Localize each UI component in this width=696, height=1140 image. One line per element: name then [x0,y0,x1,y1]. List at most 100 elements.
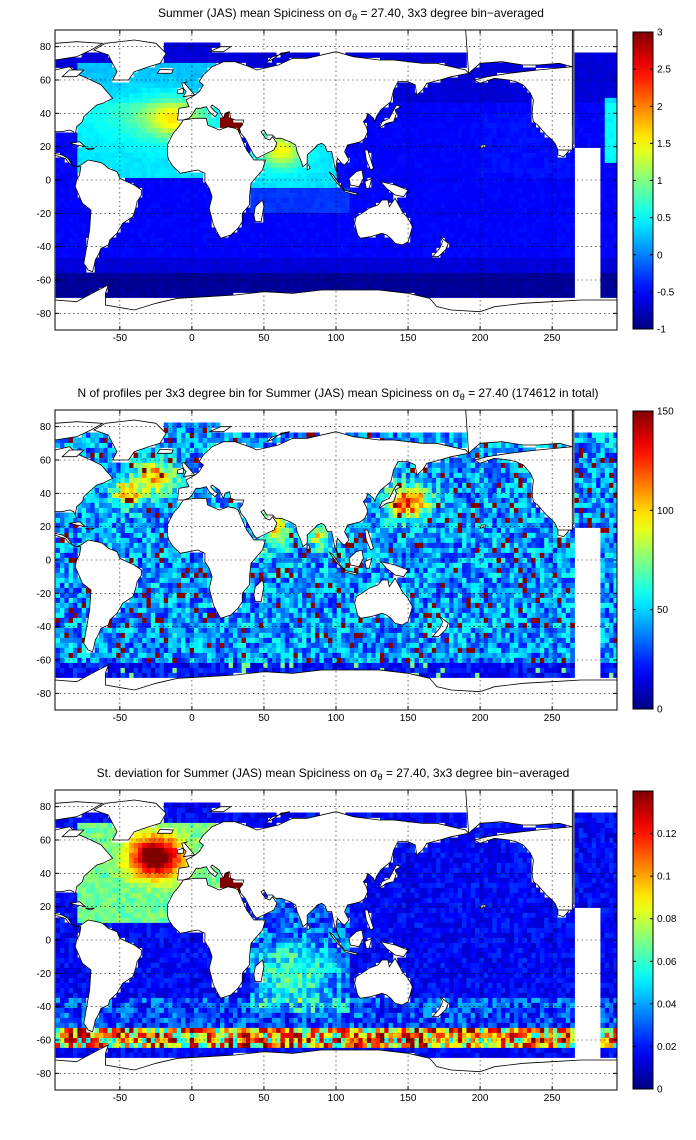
heatmap-cell [276,147,281,153]
heatmap-cell [176,257,182,263]
heatmap-cell [319,162,325,168]
heatmap-cell [241,277,247,283]
heatmap-cell [302,202,307,208]
heatmap-cell [470,147,476,153]
heatmap-cell [172,257,178,263]
heatmap-cell [397,127,402,133]
heatmap-cell [375,187,381,193]
heatmap-cell [427,202,433,208]
heatmap-cell [492,77,498,83]
heatmap-cell [526,122,532,128]
heatmap-cell [483,252,489,258]
heatmap-cell [336,172,342,178]
heatmap-cell [107,637,113,643]
heatmap-cell [60,187,65,193]
heatmap-cell [444,292,450,298]
heatmap-cell [194,187,199,193]
heatmap-cell [613,237,617,243]
heatmap-cell [60,172,65,178]
heatmap-cell [172,57,178,63]
heatmap-cell [289,152,294,158]
heatmap-cell [552,272,558,278]
heatmap-cell [284,217,290,223]
heatmap-cell [509,167,515,173]
heatmap-cell [366,237,372,243]
heatmap-cell [289,282,294,288]
heatmap-cell [470,87,476,93]
heatmap-cell [578,97,584,103]
heatmap-cell [531,207,536,213]
heatmap-cell [513,242,519,248]
heatmap-cell [302,237,307,243]
heatmap-cell [81,277,87,283]
heatmap-cell [431,227,437,233]
heatmap-cell [379,52,385,58]
heatmap-cell [64,607,70,613]
heatmap-cell [310,287,316,293]
heatmap-cell [176,82,182,88]
heatmap-cell [232,122,238,128]
heatmap-cell [159,277,165,283]
heatmap-cell [146,107,152,113]
heatmap-cell [68,172,74,178]
heatmap-cell [379,127,385,133]
heatmap-cell [418,232,424,238]
heatmap-cell [302,167,307,173]
heatmap-cell [263,172,268,178]
heatmap-cell [185,237,191,243]
heatmap-cell [293,157,299,163]
heatmap-cell [64,557,70,563]
heatmap-cell [64,602,70,608]
heatmap-cell [263,192,268,198]
heatmap-cell [146,72,152,78]
heatmap-cell [68,577,74,583]
heatmap-cell [133,227,139,233]
heatmap-cell [60,227,65,233]
heatmap-cell [129,267,134,273]
heatmap-cell [146,292,152,298]
heatmap-cell [410,157,415,163]
heatmap-cell [85,222,91,228]
heatmap-cell [492,252,498,258]
heatmap-cell [68,142,74,148]
heatmap-cell [55,202,61,208]
heatmap-cell [557,202,562,208]
heatmap-cell [319,172,325,178]
heatmap-cell [250,192,255,198]
heatmap-cell [289,202,294,208]
heatmap-cell [81,652,87,658]
heatmap-cell [366,197,372,203]
heatmap-cell [60,142,65,148]
heatmap-cell [271,162,277,168]
heatmap-cell [276,272,281,278]
heatmap-cell [475,167,480,173]
heatmap-cell [55,442,61,448]
heatmap-cell [215,112,221,118]
heatmap-cell [202,237,208,243]
heatmap-cell [397,117,402,123]
heatmap-cell [539,272,545,278]
heatmap-cell [375,277,381,283]
heatmap-cell [492,217,498,223]
heatmap-cell [168,252,173,258]
heatmap-cell [358,182,364,188]
heatmap-cell [328,252,333,258]
heatmap-cell [397,177,402,183]
heatmap-cell [90,667,96,673]
heatmap-cell [466,147,472,153]
heatmap-cell [98,522,104,528]
heatmap-cell [142,97,147,103]
heatmap-cell [107,67,113,73]
heatmap-cell [392,247,398,253]
heatmap-cell [142,187,147,193]
heatmap-cell [509,292,515,298]
heatmap-cell [306,152,312,158]
heatmap-cell [462,127,467,133]
heatmap-cell [475,137,480,143]
heatmap-cell [328,157,333,163]
heatmap-cell [163,272,169,278]
heatmap-cell [522,227,528,233]
heatmap-cell [583,97,588,103]
heatmap-cell [354,237,359,243]
heatmap-cell [293,192,299,198]
